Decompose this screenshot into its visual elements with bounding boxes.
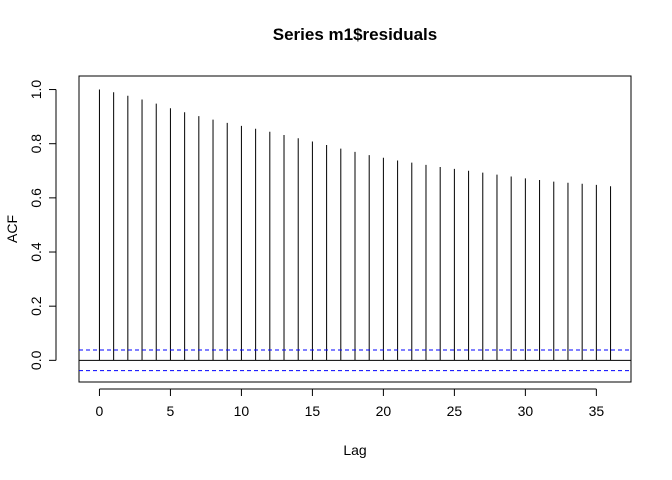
acf-bars xyxy=(98,89,612,361)
x-tick-label: 25 xyxy=(447,403,463,419)
y-tick-label: 0.0 xyxy=(28,350,44,370)
x-tick-label: 20 xyxy=(376,403,392,419)
x-axis: 0 5 10 15 20 25 30 35 xyxy=(96,388,605,419)
y-tick-label: 0.4 xyxy=(28,242,44,262)
x-tick-label: 0 xyxy=(96,403,104,419)
chart-title: Series m1$residuals xyxy=(273,25,437,44)
y-axis-label: ACF xyxy=(4,215,20,243)
plot-frame xyxy=(78,75,632,383)
x-tick-label: 30 xyxy=(518,403,534,419)
y-tick-label: 0.6 xyxy=(28,188,44,208)
x-axis-label: Lag xyxy=(343,442,366,458)
x-tick-label: 5 xyxy=(167,403,175,419)
y-tick-label: 1.0 xyxy=(28,80,44,100)
y-axis: 0.0 0.2 0.4 0.6 0.8 1.0 xyxy=(28,80,57,370)
x-tick-label: 10 xyxy=(234,403,250,419)
y-tick-label: 0.8 xyxy=(28,134,44,154)
x-tick-label: 15 xyxy=(305,403,321,419)
x-tick-label: 35 xyxy=(589,403,605,419)
y-tick-label: 0.2 xyxy=(28,296,44,316)
